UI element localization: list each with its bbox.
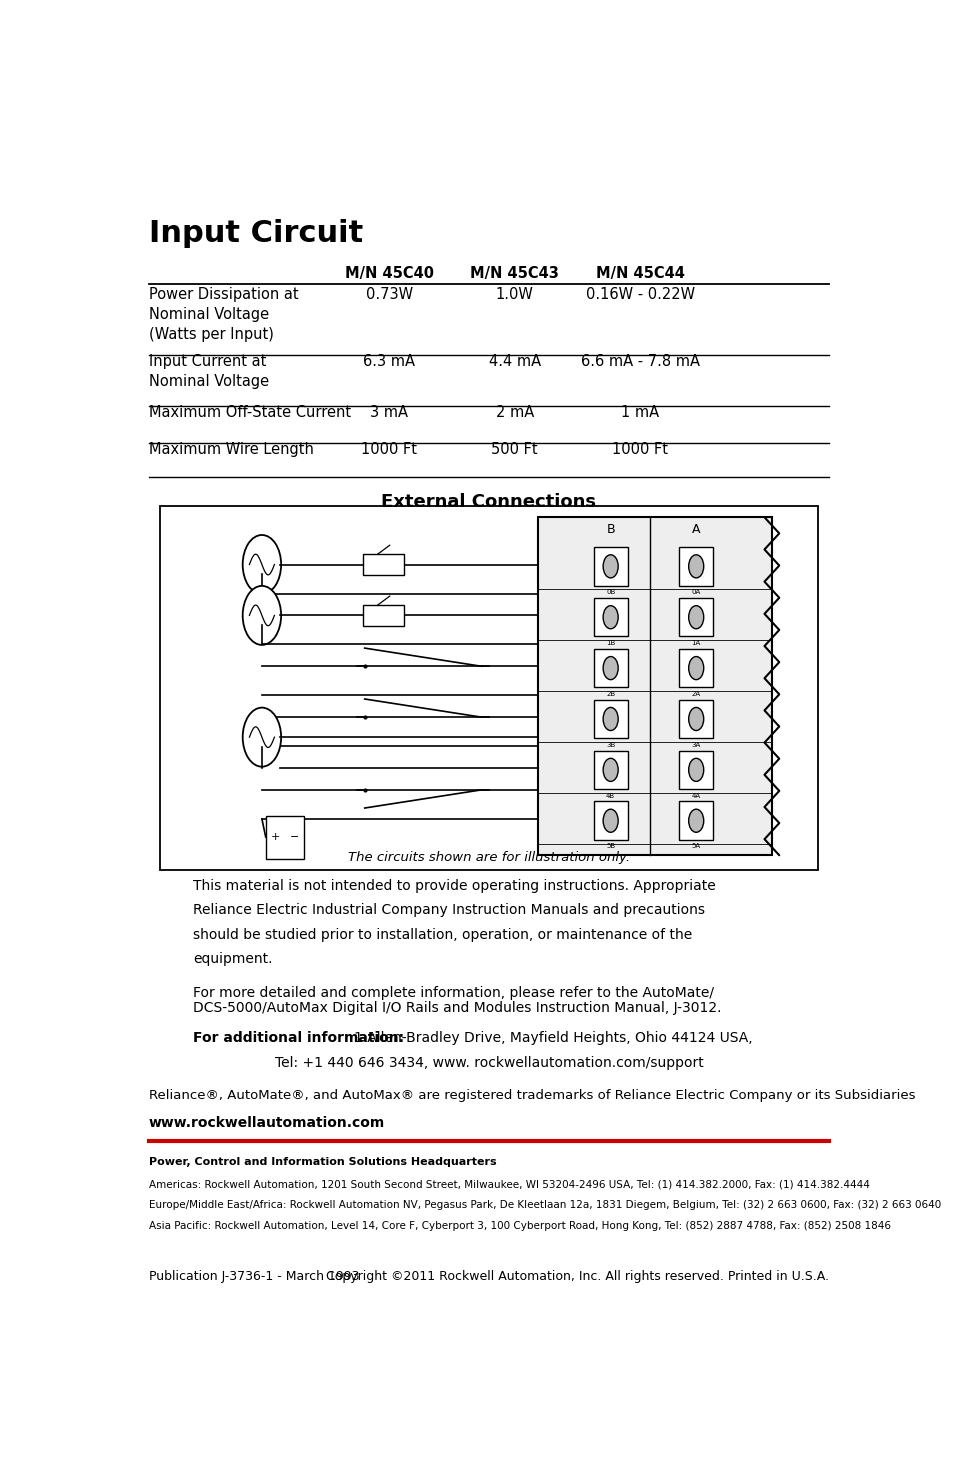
Text: DCS-5000/AutoMax Digital I/O Rails and Modules Instruction Manual, J-3012.: DCS-5000/AutoMax Digital I/O Rails and M… xyxy=(193,1002,720,1015)
Text: 3 mA: 3 mA xyxy=(370,406,408,420)
Text: 0B: 0B xyxy=(605,589,615,594)
Text: 1A: 1A xyxy=(691,640,700,646)
Text: Asia Pacific: Rockwell Automation, Level 14, Core F, Cyberport 3, 100 Cyberport : Asia Pacific: Rockwell Automation, Level… xyxy=(149,1221,890,1230)
Circle shape xyxy=(602,656,618,680)
Text: M/N 45C43: M/N 45C43 xyxy=(470,266,558,280)
Text: 3A: 3A xyxy=(691,742,700,748)
Text: 1 mA: 1 mA xyxy=(620,406,659,420)
Bar xyxy=(363,555,403,575)
Bar xyxy=(679,699,713,739)
Text: 1000 Ft: 1000 Ft xyxy=(361,441,416,457)
Circle shape xyxy=(602,555,618,578)
Bar xyxy=(593,597,627,637)
Circle shape xyxy=(602,810,618,832)
Text: Reliance Electric Industrial Company Instruction Manuals and precautions: Reliance Electric Industrial Company Ins… xyxy=(193,903,704,917)
Bar xyxy=(160,506,817,870)
Text: 0.16W - 0.22W: 0.16W - 0.22W xyxy=(585,288,695,302)
Text: 1.0W: 1.0W xyxy=(496,288,533,302)
Text: Americas: Rockwell Automation, 1201 South Second Street, Milwaukee, WI 53204-249: Americas: Rockwell Automation, 1201 Sout… xyxy=(149,1180,869,1190)
Bar xyxy=(593,649,627,687)
Bar xyxy=(363,605,403,625)
Text: M/N 45C44: M/N 45C44 xyxy=(596,266,684,280)
Circle shape xyxy=(602,606,618,628)
Text: Reliance®, AutoMate®, and AutoMax® are registered trademarks of Reliance Electri: Reliance®, AutoMate®, and AutoMax® are r… xyxy=(149,1089,914,1102)
Bar xyxy=(679,649,713,687)
Text: Maximum Wire Length: Maximum Wire Length xyxy=(149,441,314,457)
Circle shape xyxy=(688,708,703,730)
Text: Maximum Off-State Current: Maximum Off-State Current xyxy=(149,406,351,420)
Circle shape xyxy=(242,535,281,594)
Bar xyxy=(679,801,713,839)
Text: M/N 45C40: M/N 45C40 xyxy=(344,266,434,280)
Text: 1000 Ft: 1000 Ft xyxy=(612,441,668,457)
Text: 2B: 2B xyxy=(605,690,615,696)
Text: For additional information:: For additional information: xyxy=(193,1031,409,1046)
Text: The circuits shown are for illustration only.: The circuits shown are for illustration … xyxy=(348,851,629,864)
Text: 3B: 3B xyxy=(605,742,615,748)
Bar xyxy=(537,518,771,856)
Bar xyxy=(266,816,304,858)
Text: www.rockwellautomation.com: www.rockwellautomation.com xyxy=(149,1117,385,1130)
Circle shape xyxy=(688,555,703,578)
Text: Copyright ©2011 Rockwell Automation, Inc. All rights reserved. Printed in U.S.A.: Copyright ©2011 Rockwell Automation, Inc… xyxy=(326,1270,828,1283)
Text: External Connections: External Connections xyxy=(381,493,596,510)
Text: Tel: +1 440 646 3434, www. rockwellautomation.com/support: Tel: +1 440 646 3434, www. rockwellautom… xyxy=(274,1056,702,1069)
Text: This material is not intended to provide operating instructions. Appropriate: This material is not intended to provide… xyxy=(193,879,715,892)
Bar xyxy=(679,597,713,637)
Text: 2A: 2A xyxy=(691,690,700,696)
Text: 6.3 mA: 6.3 mA xyxy=(363,354,415,369)
Bar xyxy=(593,699,627,739)
Text: For more detailed and complete information, please refer to the AutoMate/: For more detailed and complete informati… xyxy=(193,985,714,1000)
Text: 1B: 1B xyxy=(605,640,615,646)
Bar xyxy=(593,751,627,789)
Bar xyxy=(593,547,627,586)
Text: 4A: 4A xyxy=(691,792,700,798)
Bar xyxy=(593,801,627,839)
Text: B: B xyxy=(606,524,615,537)
Text: Power Dissipation at
Nominal Voltage
(Watts per Input): Power Dissipation at Nominal Voltage (Wa… xyxy=(149,288,298,342)
Text: should be studied prior to installation, operation, or maintenance of the: should be studied prior to installation,… xyxy=(193,928,692,941)
Text: Europe/Middle East/Africa: Rockwell Automation NV, Pegasus Park, De Kleetlaan 12: Europe/Middle East/Africa: Rockwell Auto… xyxy=(149,1201,940,1211)
Bar xyxy=(679,547,713,586)
Circle shape xyxy=(242,586,281,645)
Text: A: A xyxy=(691,524,700,537)
Circle shape xyxy=(688,810,703,832)
Circle shape xyxy=(602,758,618,782)
Circle shape xyxy=(688,606,703,628)
Circle shape xyxy=(602,708,618,730)
Text: 5A: 5A xyxy=(691,844,700,850)
Text: 2 mA: 2 mA xyxy=(496,406,534,420)
Bar xyxy=(679,751,713,789)
Text: equipment.: equipment. xyxy=(193,953,273,966)
Circle shape xyxy=(688,758,703,782)
Text: −: − xyxy=(290,832,299,842)
Text: 0.73W: 0.73W xyxy=(365,288,413,302)
Text: 4B: 4B xyxy=(605,792,615,798)
Text: 5B: 5B xyxy=(605,844,615,850)
Text: 0A: 0A xyxy=(691,589,700,594)
Text: +: + xyxy=(271,832,280,842)
Text: 1 Allen-Bradley Drive, Mayfield Heights, Ohio 44124 USA,: 1 Allen-Bradley Drive, Mayfield Heights,… xyxy=(354,1031,752,1046)
Text: Power, Control and Information Solutions Headquarters: Power, Control and Information Solutions… xyxy=(149,1158,496,1167)
Circle shape xyxy=(242,708,281,767)
Circle shape xyxy=(688,656,703,680)
Text: Publication J-3736-1 - March 1993: Publication J-3736-1 - March 1993 xyxy=(149,1270,359,1283)
Text: 6.6 mA - 7.8 mA: 6.6 mA - 7.8 mA xyxy=(580,354,700,369)
Text: Input Current at
Nominal Voltage: Input Current at Nominal Voltage xyxy=(149,354,269,389)
Text: Input Circuit: Input Circuit xyxy=(149,218,363,248)
Text: 4.4 mA: 4.4 mA xyxy=(488,354,540,369)
Text: 500 Ft: 500 Ft xyxy=(491,441,537,457)
